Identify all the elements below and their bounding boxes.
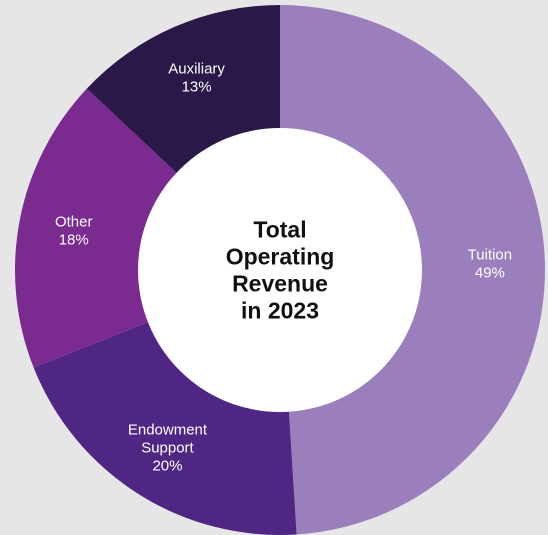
slice-label-auxiliary: Auxiliary 13% [168, 60, 225, 95]
slice-name-label: Auxiliary [168, 60, 225, 77]
slice-name-label: Endowment [128, 421, 208, 438]
slice-value-label: 18% [59, 232, 89, 249]
slice-value-label: 13% [182, 78, 212, 95]
slice-value-label: 49% [475, 264, 505, 281]
center-title: Total Operating Revenue in 2023 [226, 217, 335, 324]
slice-name-label: Other [55, 214, 93, 231]
slice-name-label: Support [141, 439, 194, 456]
slice-labels-layer: Tuition 49% Endowment Support 20% Other 18% Aux… [55, 60, 512, 474]
slice-label-other: Other 18% [55, 214, 93, 249]
slice-label-tuition: Tuition 49% [468, 246, 512, 281]
center-title-line: in 2023 [241, 298, 319, 324]
center-title-line: Operating [226, 244, 335, 270]
center-title-line: Total [253, 217, 306, 243]
donut-hole [138, 128, 422, 412]
center-title-line: Revenue [232, 271, 328, 297]
slice-value-label: 20% [152, 457, 182, 474]
slice-label-endowment-support: Endowment Support 20% [128, 421, 208, 474]
slice-name-label: Tuition [468, 246, 512, 263]
